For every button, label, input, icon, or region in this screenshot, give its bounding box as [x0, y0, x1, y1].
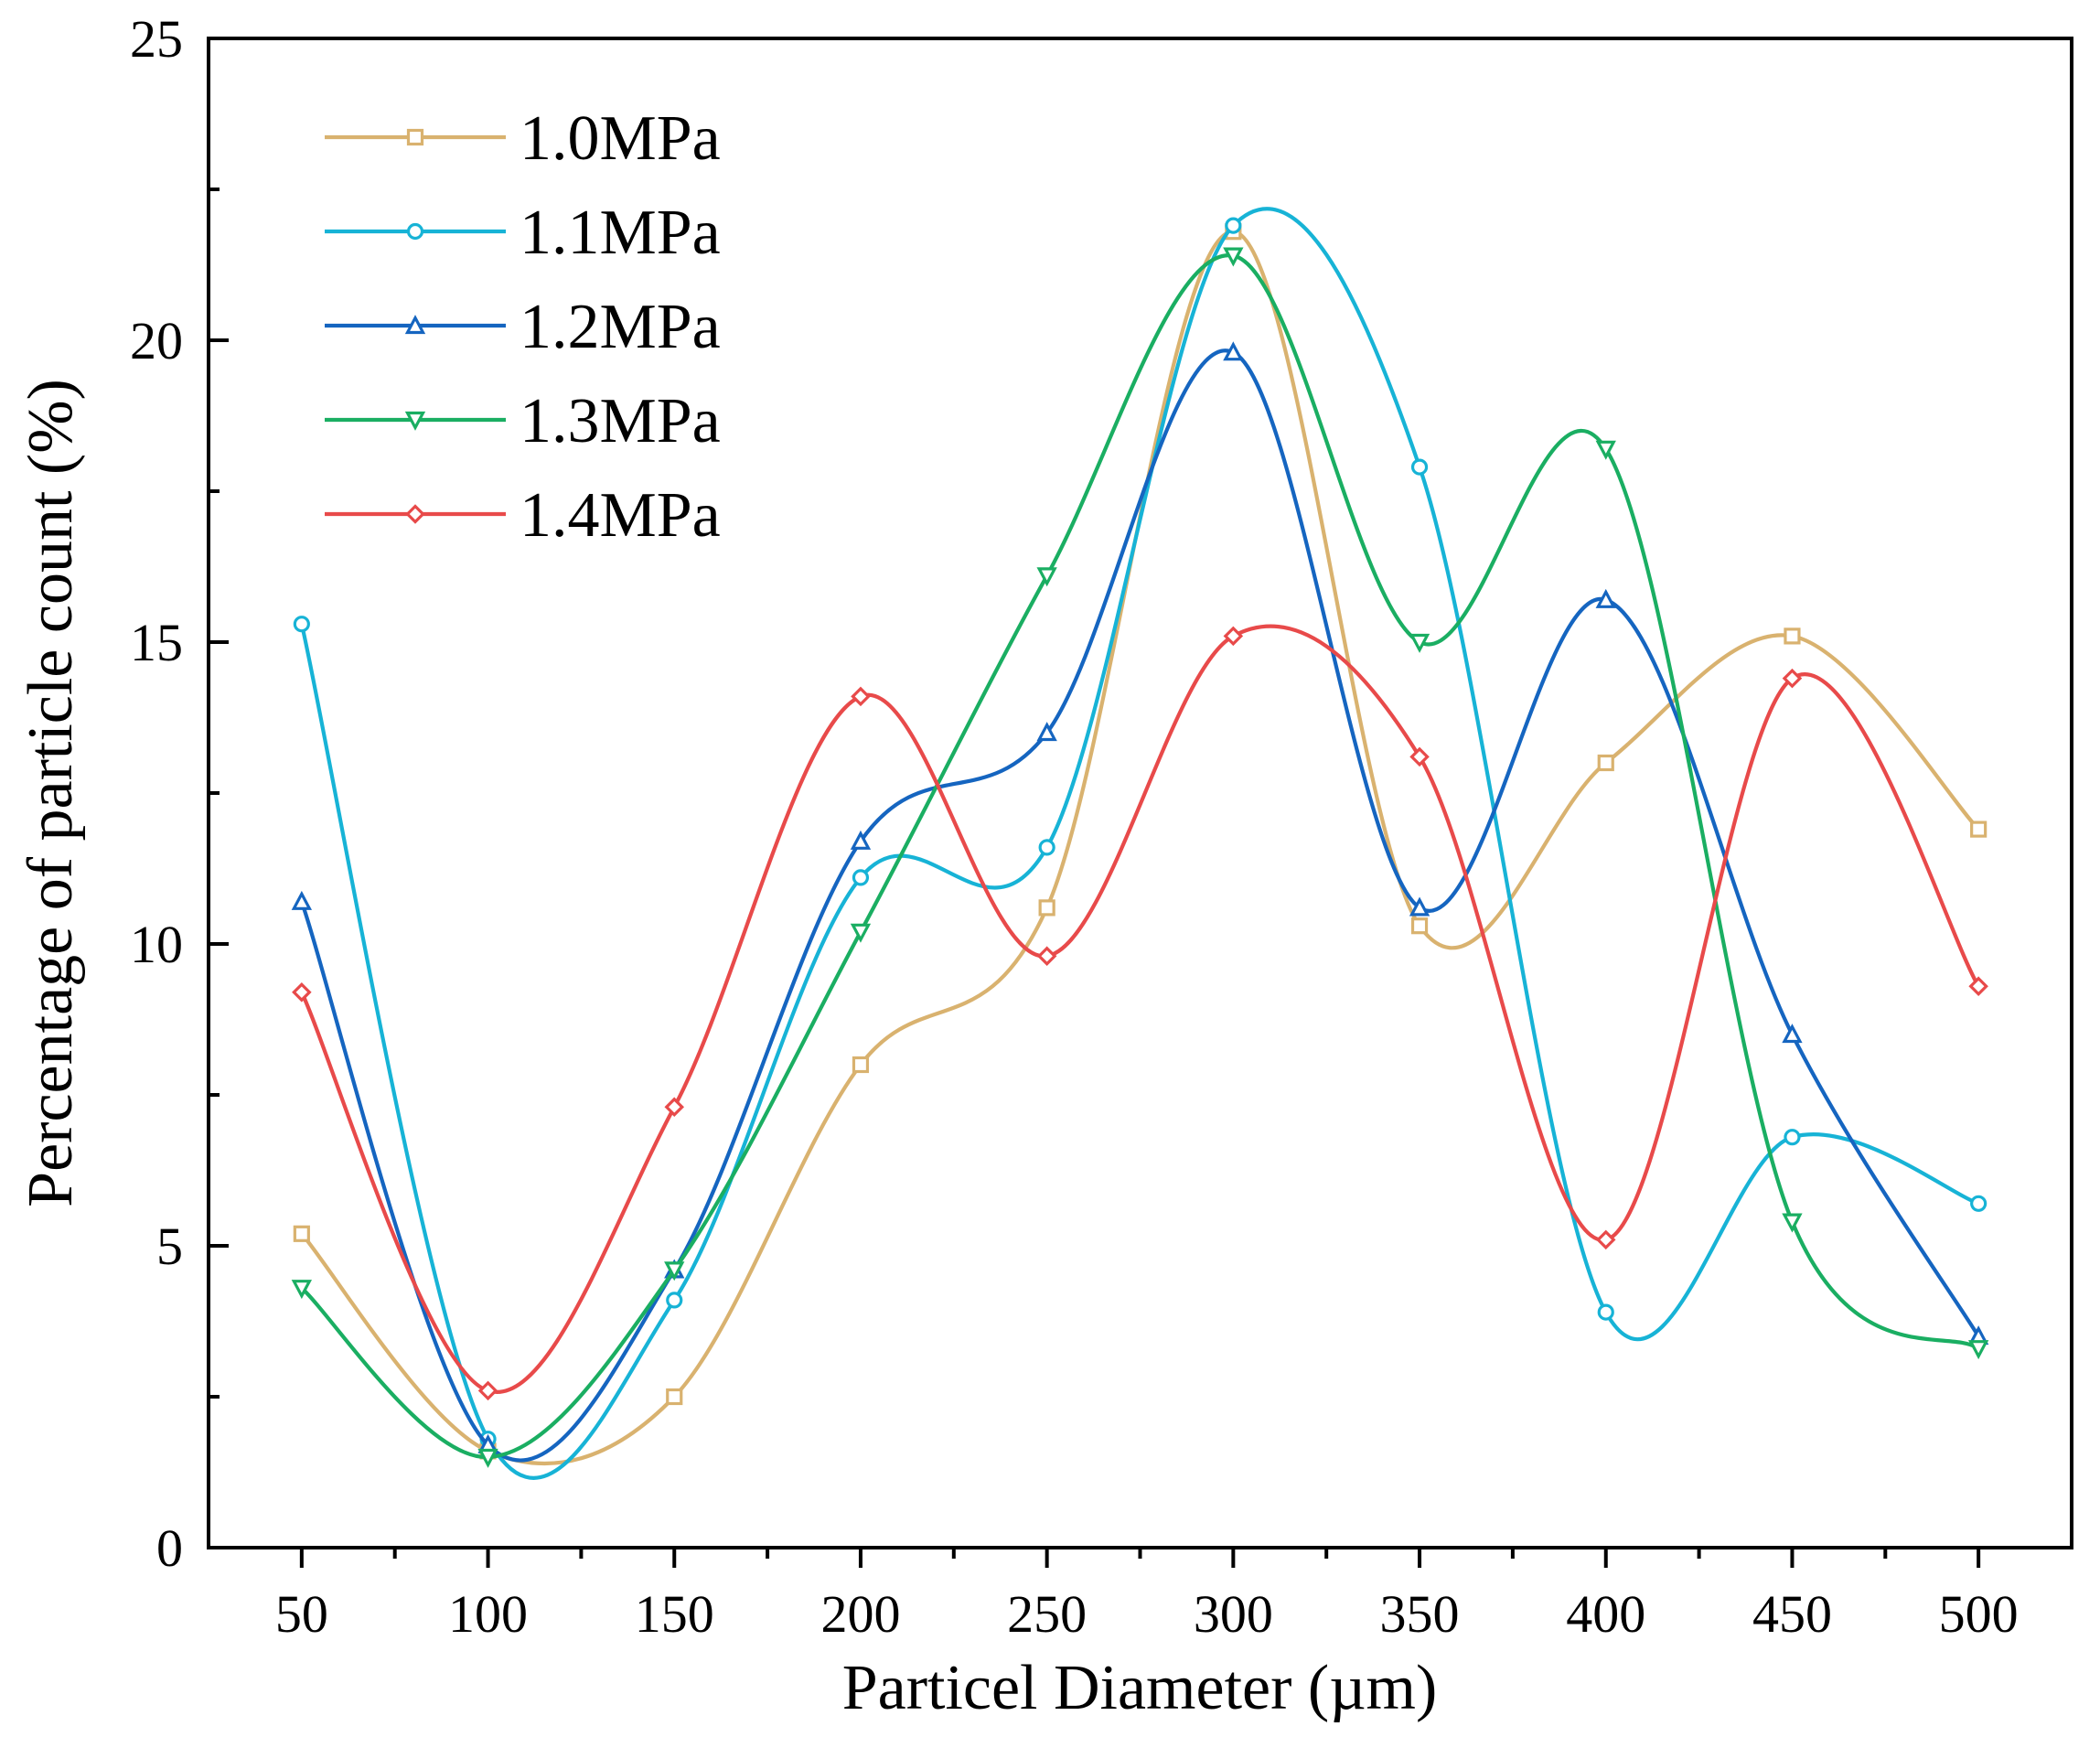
data-point — [1036, 722, 1057, 742]
legend-item: 1.4MPa — [325, 480, 721, 551]
data-point — [291, 1280, 313, 1300]
data-point — [1410, 917, 1429, 935]
series-line — [299, 253, 1981, 1460]
data-point — [1225, 217, 1242, 234]
data-point — [1223, 626, 1244, 647]
data-point — [292, 982, 312, 1003]
x-tick-label: 300 — [1194, 1584, 1273, 1644]
x-tick-label: 150 — [635, 1584, 714, 1644]
legend-label: 1.4MPa — [520, 480, 721, 551]
data-point — [851, 686, 871, 707]
data-point — [1597, 1303, 1614, 1321]
legend-marker — [404, 315, 426, 335]
data-point — [1038, 899, 1055, 917]
data-point — [291, 890, 313, 910]
x-tick-label: 100 — [448, 1584, 528, 1644]
legend-label: 1.2MPa — [520, 292, 721, 362]
y-tick-label: 10 — [130, 915, 183, 974]
series-line — [299, 624, 1981, 1394]
series-layer — [291, 207, 1989, 1480]
data-point — [1782, 1024, 1803, 1044]
data-point — [1595, 588, 1616, 608]
legend-marker — [404, 411, 426, 431]
data-point — [1784, 1129, 1801, 1146]
legend-label: 1.3MPa — [520, 386, 721, 456]
y-axis-title: Percentage of particle count (%) — [16, 379, 86, 1207]
legend-item: 1.3MPa — [325, 386, 721, 456]
data-point — [1970, 820, 1988, 838]
data-point — [1970, 1195, 1988, 1212]
legend-item: 1.0MPa — [325, 103, 721, 174]
data-point — [852, 869, 870, 886]
data-point — [1036, 567, 1057, 587]
series-1.4MPa — [292, 624, 1988, 1401]
x-tick-label: 400 — [1566, 1584, 1645, 1644]
legend-label: 1.1MPa — [520, 198, 721, 268]
legend: 1.0MPa 1.1MPa 1.2MPa 1.3MPa 1.4MPa — [325, 103, 721, 551]
data-point — [1968, 976, 1988, 996]
data-point — [850, 830, 872, 850]
data-point — [1782, 1213, 1803, 1233]
series-line — [299, 230, 1981, 1466]
legend-label: 1.0MPa — [520, 103, 721, 174]
series-1.3MPa — [291, 247, 1989, 1468]
data-point — [1409, 746, 1430, 767]
legend-item: 1.1MPa — [325, 198, 721, 268]
data-point — [477, 1448, 498, 1468]
y-tick-label: 5 — [156, 1217, 183, 1276]
data-point — [293, 616, 310, 633]
data-point — [1784, 627, 1801, 645]
y-tick-label: 25 — [130, 9, 183, 69]
x-tick-label: 450 — [1752, 1584, 1832, 1644]
data-point — [477, 1380, 498, 1401]
data-point — [852, 1056, 870, 1074]
data-point — [293, 1225, 310, 1242]
legend-marker — [405, 504, 425, 524]
legend-marker — [406, 222, 424, 241]
data-point — [1223, 341, 1244, 361]
x-tick-label: 350 — [1380, 1584, 1460, 1644]
data-point — [1410, 458, 1429, 476]
series-line — [299, 207, 1981, 1480]
y-tick-label: 20 — [130, 311, 183, 370]
legend-marker — [406, 128, 424, 146]
x-tick-label: 50 — [275, 1584, 328, 1644]
x-tick-label: 200 — [820, 1584, 900, 1644]
data-point — [1036, 946, 1057, 966]
x-tick-label: 250 — [1007, 1584, 1087, 1644]
data-point — [664, 1097, 685, 1117]
legend-item: 1.2MPa — [325, 292, 721, 362]
data-point — [1595, 440, 1616, 460]
data-point — [1038, 839, 1055, 856]
data-point — [666, 1388, 683, 1406]
x-axis-title: Particel Diameter (µm) — [842, 1653, 1438, 1723]
y-tick-label: 0 — [156, 1518, 183, 1578]
data-point — [1967, 1340, 1989, 1360]
data-point — [850, 923, 872, 943]
y-tick-label: 15 — [130, 613, 183, 672]
data-point — [1595, 1229, 1616, 1250]
data-point — [1782, 668, 1803, 689]
data-point — [666, 1292, 683, 1309]
data-point — [664, 1261, 685, 1281]
plot-frame — [207, 37, 2073, 1549]
data-point — [1597, 754, 1614, 772]
data-point — [1409, 896, 1430, 917]
x-tick-label: 500 — [1939, 1584, 2019, 1644]
data-point — [1409, 633, 1430, 653]
data-point — [1223, 247, 1244, 267]
